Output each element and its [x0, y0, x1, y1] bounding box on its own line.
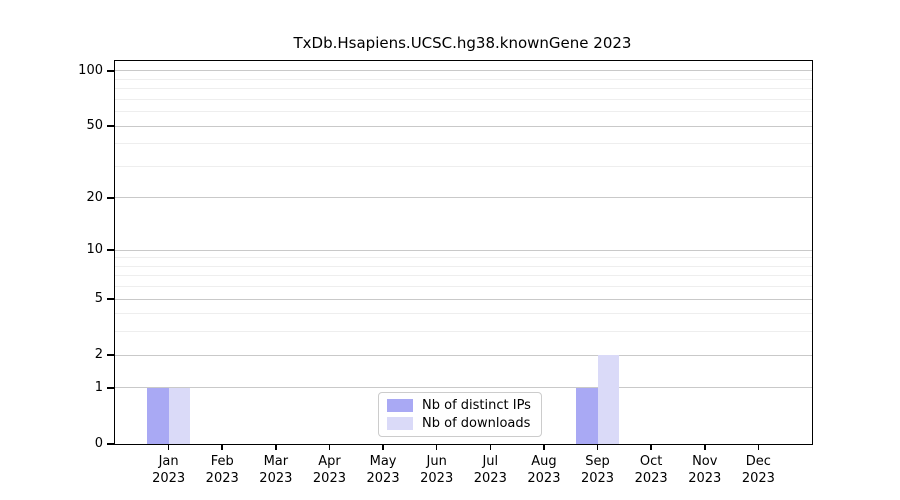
gridline-minor — [115, 165, 812, 167]
gridline-major — [115, 354, 812, 356]
legend: Nb of distinct IPs Nb of downloads — [378, 392, 542, 437]
x-tick-label: Jul 2023 — [473, 454, 507, 486]
legend-swatch-downloads — [387, 417, 413, 430]
y-axis-tick — [107, 70, 114, 72]
legend-label: Nb of downloads — [422, 416, 531, 431]
gridline-minor — [115, 265, 812, 267]
x-axis-tick — [543, 444, 545, 450]
y-axis-tick — [107, 387, 114, 389]
x-axis-tick — [650, 444, 652, 450]
x-axis-tick — [382, 444, 384, 450]
x-axis-tick — [704, 444, 706, 450]
legend-item: Nb of distinct IPs — [387, 398, 531, 413]
bar-distinct-ips — [147, 387, 169, 444]
x-tick-label: Jan 2023 — [152, 454, 186, 486]
legend-label: Nb of distinct IPs — [422, 398, 531, 413]
chart-title: TxDb.Hsapiens.UCSC.hg38.knownGene 2023 — [293, 34, 632, 52]
gridline-major — [115, 298, 812, 300]
gridline-minor — [115, 257, 812, 259]
y-axis-tick — [107, 197, 114, 199]
y-axis-tick — [107, 298, 114, 300]
y-axis-tick — [107, 354, 114, 356]
y-tick-label: 2 — [94, 347, 103, 363]
x-axis-tick — [435, 444, 438, 450]
y-tick-label: 5 — [94, 291, 103, 307]
legend-swatch-distinct-ips — [387, 399, 413, 412]
x-axis-tick — [757, 444, 760, 450]
gridline-major — [115, 387, 812, 389]
x-axis-tick — [489, 444, 492, 450]
x-tick-label: Feb 2023 — [205, 454, 239, 486]
gridline-minor — [115, 331, 812, 333]
gridline-minor — [115, 143, 812, 145]
plot-area: 0 1 2 5 10 20 50 100 Jan 2023 Feb 2023 Mar 2023 Apr… — [78, 60, 813, 486]
gridline-major — [115, 197, 812, 199]
gridline-minor — [115, 286, 812, 288]
gridline-minor — [115, 78, 812, 80]
x-tick-label: May 2023 — [366, 454, 400, 486]
x-axis-tick — [596, 444, 599, 450]
bar-downloads — [168, 387, 191, 444]
x-tick-label: Oct 2023 — [634, 454, 668, 486]
gridline-minor — [115, 275, 812, 277]
x-axis-tick — [221, 444, 223, 450]
y-axis-tick — [107, 125, 114, 127]
y-axis-tick — [107, 249, 114, 251]
gridline-major — [115, 249, 812, 251]
x-tick-label: Mar 2023 — [259, 454, 293, 486]
y-tick-label: 10 — [86, 242, 103, 258]
bar-distinct-ips — [576, 387, 598, 444]
x-tick-label: Aug 2023 — [527, 454, 561, 486]
x-tick-label: Apr 2023 — [312, 454, 346, 486]
bar-downloads — [597, 355, 620, 444]
gridline-minor — [115, 88, 812, 90]
y-tick-label: 50 — [86, 118, 103, 134]
y-tick-label: 100 — [78, 62, 103, 78]
y-tick-label: 0 — [94, 436, 103, 451]
x-axis-tick — [275, 444, 277, 450]
y-axis-tick — [107, 443, 114, 445]
x-tick-label: Jun 2023 — [420, 454, 454, 486]
y-tick-label: 1 — [94, 379, 103, 395]
gridline-major — [115, 70, 812, 72]
x-tick-label: Nov 2023 — [688, 454, 722, 486]
x-axis-tick — [167, 444, 170, 450]
x-axis-tick — [328, 444, 331, 450]
x-tick-label: Sep 2023 — [580, 454, 615, 486]
y-tick-label: 20 — [86, 189, 103, 205]
x-tick-label: Dec 2023 — [741, 454, 775, 486]
gridline-minor — [115, 313, 812, 315]
legend-item: Nb of downloads — [387, 416, 531, 431]
gridline-major — [115, 125, 812, 127]
gridline-minor — [115, 98, 812, 100]
gridline-minor — [115, 111, 812, 113]
